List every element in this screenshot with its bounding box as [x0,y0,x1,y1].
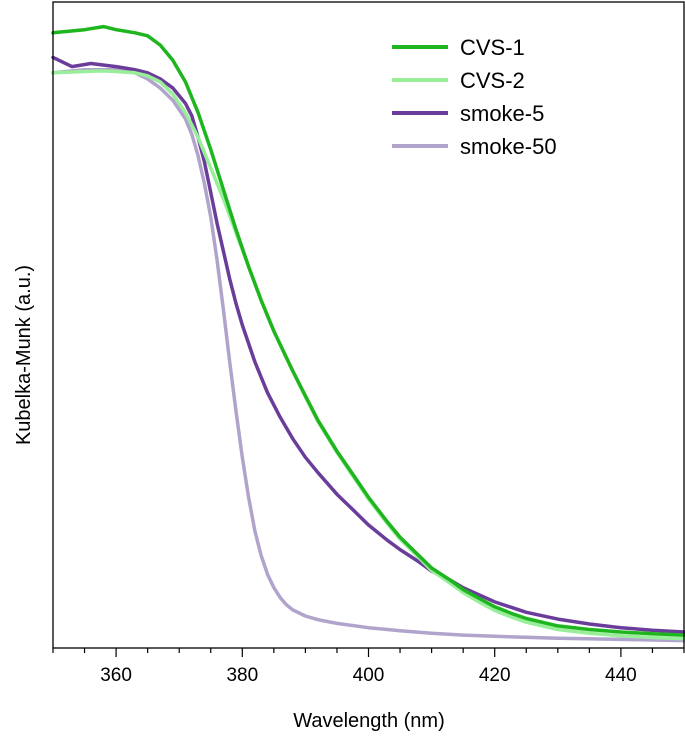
series-layer [51,24,685,643]
x-tick-label: 400 [353,665,385,686]
x-axis-ticks: 360 380 400 420 440 [52,648,685,686]
y-axis-label: Kubelka-Munk (a.u.) [13,265,35,445]
x-axis-label: Wavelength (nm) [293,710,445,732]
legend-label-cvs-1: CVS-1 [460,35,525,60]
x-tick-label: 420 [479,665,511,686]
legend-label-smoke-5: smoke-5 [460,101,544,126]
plot-frame [52,1,685,649]
series-line-cvs-1 [51,24,685,637]
x-tick-label: 440 [605,665,637,686]
series-line-cvs-2 [51,69,685,641]
series-line-smoke-50 [51,67,685,643]
x-tick-label: 360 [100,665,132,686]
legend: CVS-1 CVS-2 smoke-5 smoke-50 [392,35,557,159]
plot-border [52,1,685,649]
x-tick-label: 380 [226,665,258,686]
series-line-smoke-5 [51,55,685,634]
legend-label-smoke-50: smoke-50 [460,134,557,159]
legend-label-cvs-2: CVS-2 [460,68,525,93]
